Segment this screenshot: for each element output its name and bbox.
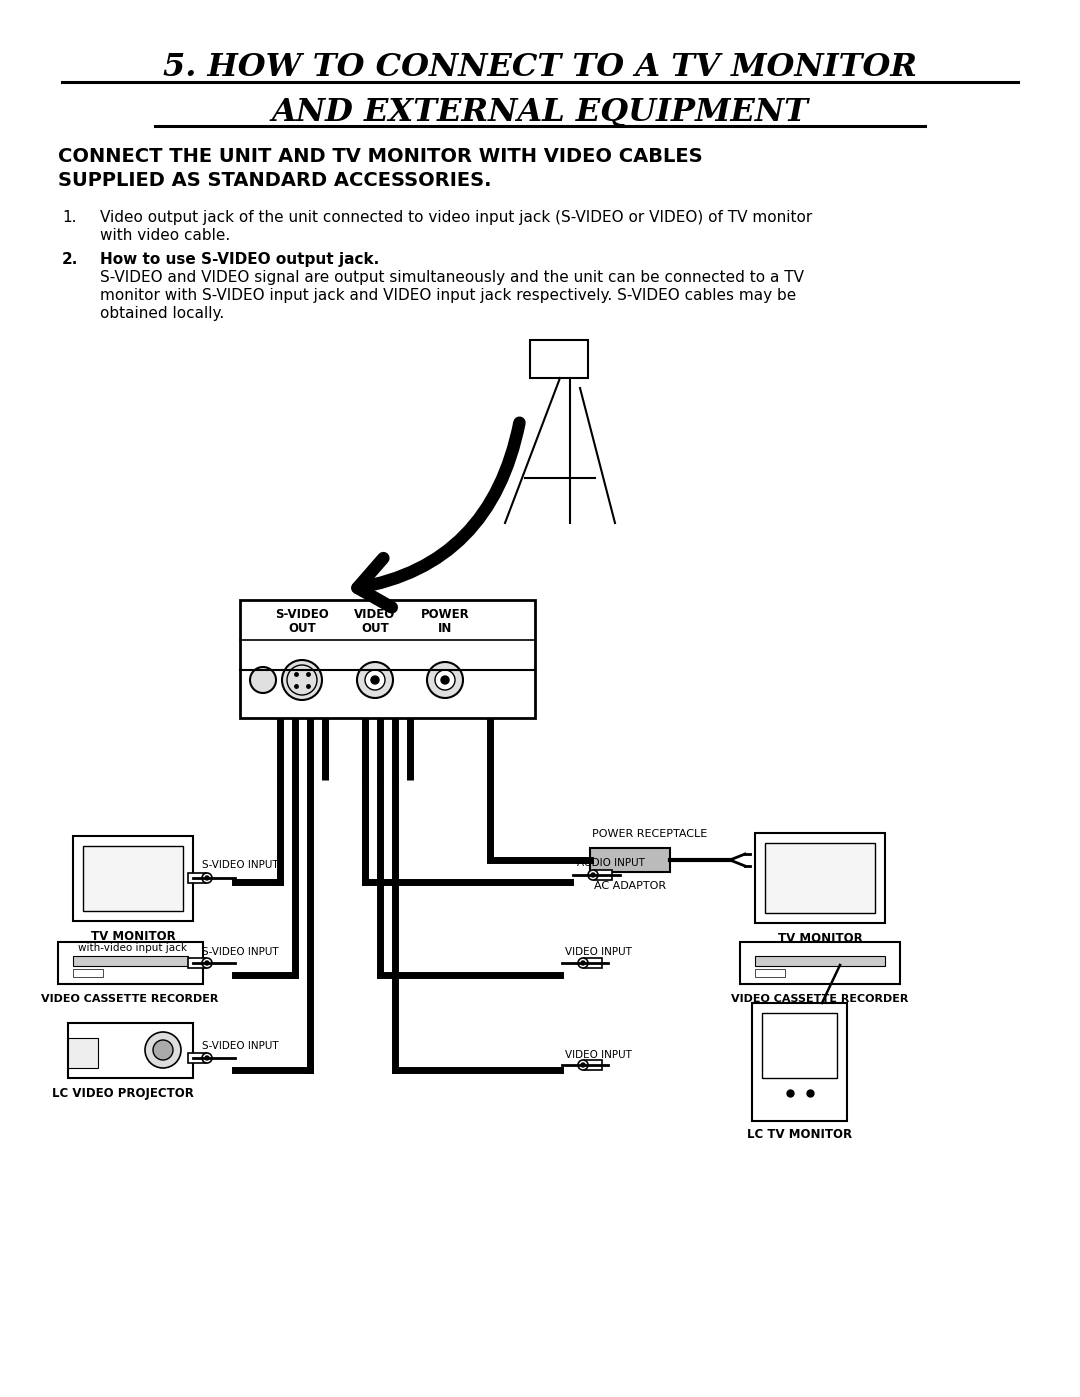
Circle shape [202, 873, 212, 883]
Circle shape [205, 961, 210, 965]
Circle shape [357, 662, 393, 698]
Text: IN: IN [437, 622, 453, 634]
Text: OUT: OUT [361, 622, 389, 634]
Text: OUT: OUT [288, 622, 315, 634]
Bar [83, 847, 183, 911]
Circle shape [427, 662, 463, 698]
Text: POWER RECEPTACLE: POWER RECEPTACLE [592, 828, 707, 840]
Bar [752, 1003, 847, 1120]
Circle shape [153, 1039, 173, 1060]
Text: S-VIDEO INPUT: S-VIDEO INPUT [202, 861, 279, 870]
Text: VIDEO: VIDEO [354, 609, 395, 622]
Text: with-video input jack: with-video input jack [79, 943, 188, 953]
Text: VIDEO INPUT: VIDEO INPUT [565, 947, 632, 957]
Bar [755, 956, 885, 965]
Circle shape [581, 961, 585, 965]
Text: S-VIDEO: S-VIDEO [275, 609, 329, 622]
Circle shape [365, 671, 384, 690]
Text: How to use S-VIDEO output jack.: How to use S-VIDEO output jack. [100, 251, 379, 267]
Circle shape [591, 873, 595, 877]
Text: with video cable.: with video cable. [100, 228, 230, 243]
Bar [584, 1060, 602, 1070]
Text: AC ADAPTOR: AC ADAPTOR [594, 882, 666, 891]
Circle shape [435, 671, 455, 690]
Circle shape [282, 659, 322, 700]
Bar [188, 958, 206, 968]
Text: TV MONITOR: TV MONITOR [91, 929, 175, 943]
Bar [594, 870, 612, 880]
Bar [762, 1013, 837, 1078]
FancyArrowPatch shape [357, 423, 519, 608]
Bar [188, 873, 206, 883]
Bar [188, 1053, 206, 1063]
Text: S-VIDEO INPUT: S-VIDEO INPUT [202, 947, 279, 957]
Circle shape [202, 958, 212, 968]
Circle shape [249, 666, 276, 693]
Text: TV MONITOR: TV MONITOR [778, 932, 862, 944]
Circle shape [588, 870, 598, 880]
Text: VIDEO CASSETTE RECORDER: VIDEO CASSETTE RECORDER [41, 995, 218, 1004]
Text: LC TV MONITOR: LC TV MONITOR [747, 1129, 852, 1141]
Polygon shape [68, 1023, 193, 1078]
Text: S-VIDEO INPUT: S-VIDEO INPUT [202, 1041, 279, 1051]
Text: POWER: POWER [420, 609, 470, 622]
Text: AUDIO INPUT: AUDIO INPUT [577, 858, 645, 868]
Text: SUPPLIED AS STANDARD ACCESSORIES.: SUPPLIED AS STANDARD ACCESSORIES. [58, 170, 491, 190]
Bar [530, 339, 588, 379]
Circle shape [372, 676, 379, 685]
Text: S-VIDEO and VIDEO signal are output simultaneously and the unit can be connected: S-VIDEO and VIDEO signal are output simu… [100, 270, 804, 285]
Bar [765, 842, 875, 914]
Bar [240, 599, 535, 718]
Circle shape [202, 1053, 212, 1063]
Text: CONNECT THE UNIT AND TV MONITOR WITH VIDEO CABLES: CONNECT THE UNIT AND TV MONITOR WITH VID… [58, 148, 703, 166]
Bar [740, 942, 900, 983]
Text: 1.: 1. [62, 210, 77, 225]
Circle shape [205, 876, 210, 880]
Bar [58, 942, 203, 983]
Text: AND EXTERNAL EQUIPMENT: AND EXTERNAL EQUIPMENT [271, 96, 809, 127]
Text: Video output jack of the unit connected to video input jack (S-VIDEO or VIDEO) o: Video output jack of the unit connected … [100, 210, 812, 225]
Bar [755, 833, 885, 923]
Text: 5. HOW TO CONNECT TO A TV MONITOR: 5. HOW TO CONNECT TO A TV MONITOR [163, 53, 917, 84]
Bar [68, 1038, 98, 1067]
Circle shape [581, 1063, 585, 1067]
Bar [73, 835, 193, 921]
Circle shape [441, 676, 449, 685]
Text: LC VIDEO PROJECTOR: LC VIDEO PROJECTOR [52, 1087, 194, 1099]
Bar [584, 958, 602, 968]
Text: monitor with S-VIDEO input jack and VIDEO input jack respectively. S-VIDEO cable: monitor with S-VIDEO input jack and VIDE… [100, 288, 796, 303]
Circle shape [205, 1056, 210, 1060]
Bar [755, 970, 785, 977]
Bar [590, 848, 670, 872]
Bar [73, 970, 103, 977]
Text: 2.: 2. [62, 251, 79, 267]
Text: obtained locally.: obtained locally. [100, 306, 225, 321]
Text: VIDEO CASSETTE RECORDER: VIDEO CASSETTE RECORDER [731, 995, 908, 1004]
Circle shape [578, 958, 588, 968]
Circle shape [145, 1032, 181, 1067]
Circle shape [578, 1060, 588, 1070]
Text: VIDEO INPUT: VIDEO INPUT [565, 1051, 632, 1060]
Bar [73, 956, 188, 965]
